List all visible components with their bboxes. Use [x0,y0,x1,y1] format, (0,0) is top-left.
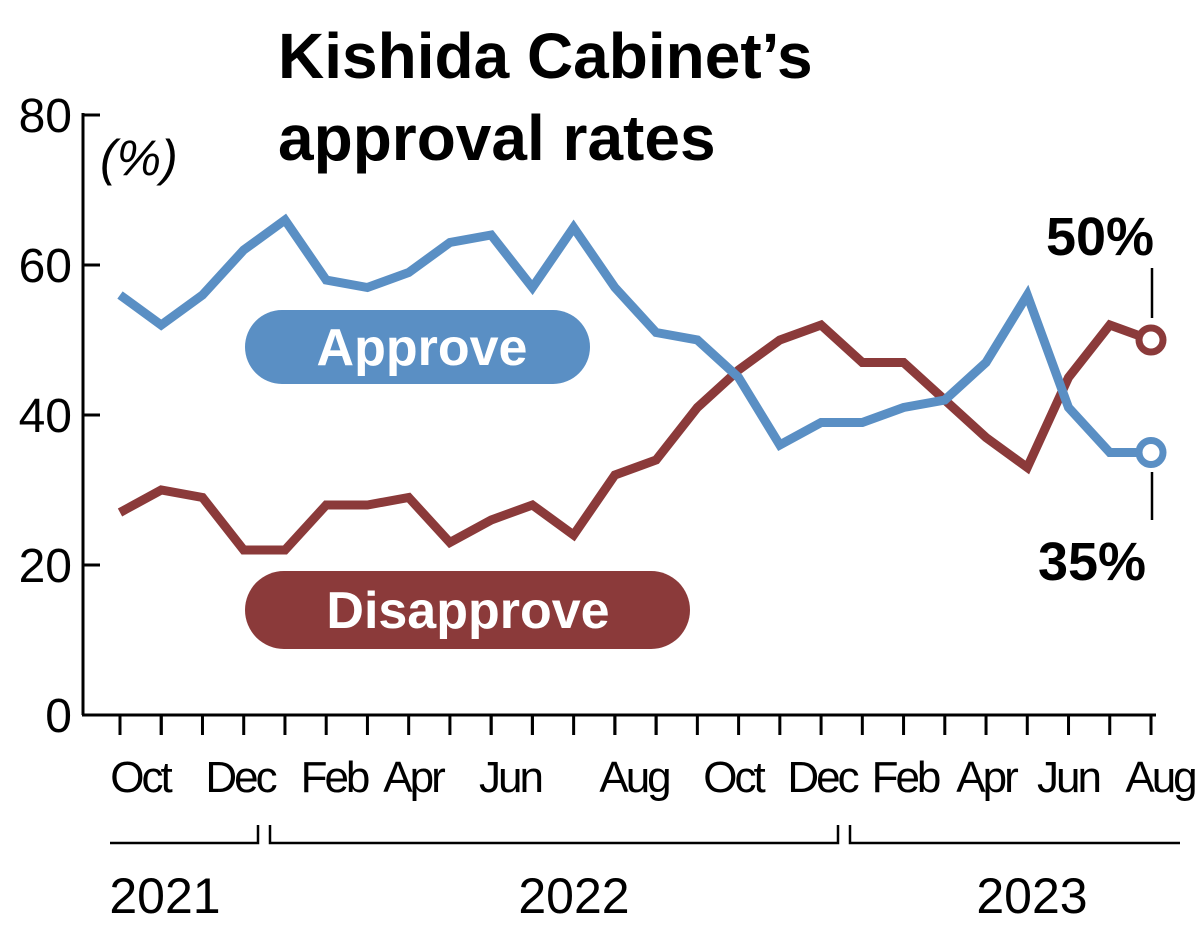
legend-approve-label: Approve [317,319,528,377]
year-label: 2021 [109,868,220,924]
x-tick-label: Aug [599,753,669,802]
x-tick-bracket [613,713,658,735]
y-tick-label: 80 [19,90,72,143]
year-brackets [110,825,1180,845]
y-tick-label: 20 [19,540,72,593]
x-tick-label: Dec [205,753,276,802]
y-tick-label: 60 [19,240,72,293]
x-tick-label: Apr [383,753,445,802]
year-label: 2022 [518,868,629,924]
x-tick-bracket [118,713,163,735]
series-line-disapprove [117,319,1153,555]
x-tick-label: Oct [703,753,765,802]
legend-approve: Approve [245,310,590,384]
chart-title-line-1: Kishida Cabinet’s [278,20,813,92]
y-axis-unit: (%) [100,130,178,186]
x-ticks [118,713,1153,735]
chart-title-line-2: approval rates [278,102,716,174]
x-tick-label: Aug [1125,753,1195,802]
year-bracket-2021 [110,825,260,845]
legend-disapprove: Disapprove [245,571,690,649]
x-tick-labels: Oct Dec Feb Apr Jun Aug Oct Dec Feb Apr … [110,753,1198,802]
legend-disapprove-pill [245,571,690,649]
year-label: 2023 [976,868,1087,924]
x-tick-bracket [489,713,534,735]
series-end-marker-approve [1135,437,1167,468]
x-tick-label: Jun [479,753,541,802]
x-tick-label: Apr [956,753,1018,802]
x-tick-label: Dec [787,753,858,802]
x-tick-label: Feb [872,753,940,802]
end-label-approve: 35% [1038,532,1146,592]
y-ticks: 0 20 40 60 80 [19,90,100,743]
legend-approve-pill [245,310,590,384]
year-bracket-2022 [268,825,840,845]
x-tick-label: Oct [110,753,172,802]
x-tick-label: Feb [301,753,369,802]
series-line-approve [117,213,1151,457]
series-end-marker-disapprove [1135,324,1167,356]
legend-disapprove-label: Disapprove [326,582,609,640]
series-layer [117,213,1167,555]
year-bracket-2023 [848,825,1180,845]
end-label-disapprove: 50% [1046,207,1154,267]
y-tick-label: 0 [45,690,72,743]
x-tick-label: Jun [1037,753,1099,802]
y-tick-label: 40 [19,390,72,443]
